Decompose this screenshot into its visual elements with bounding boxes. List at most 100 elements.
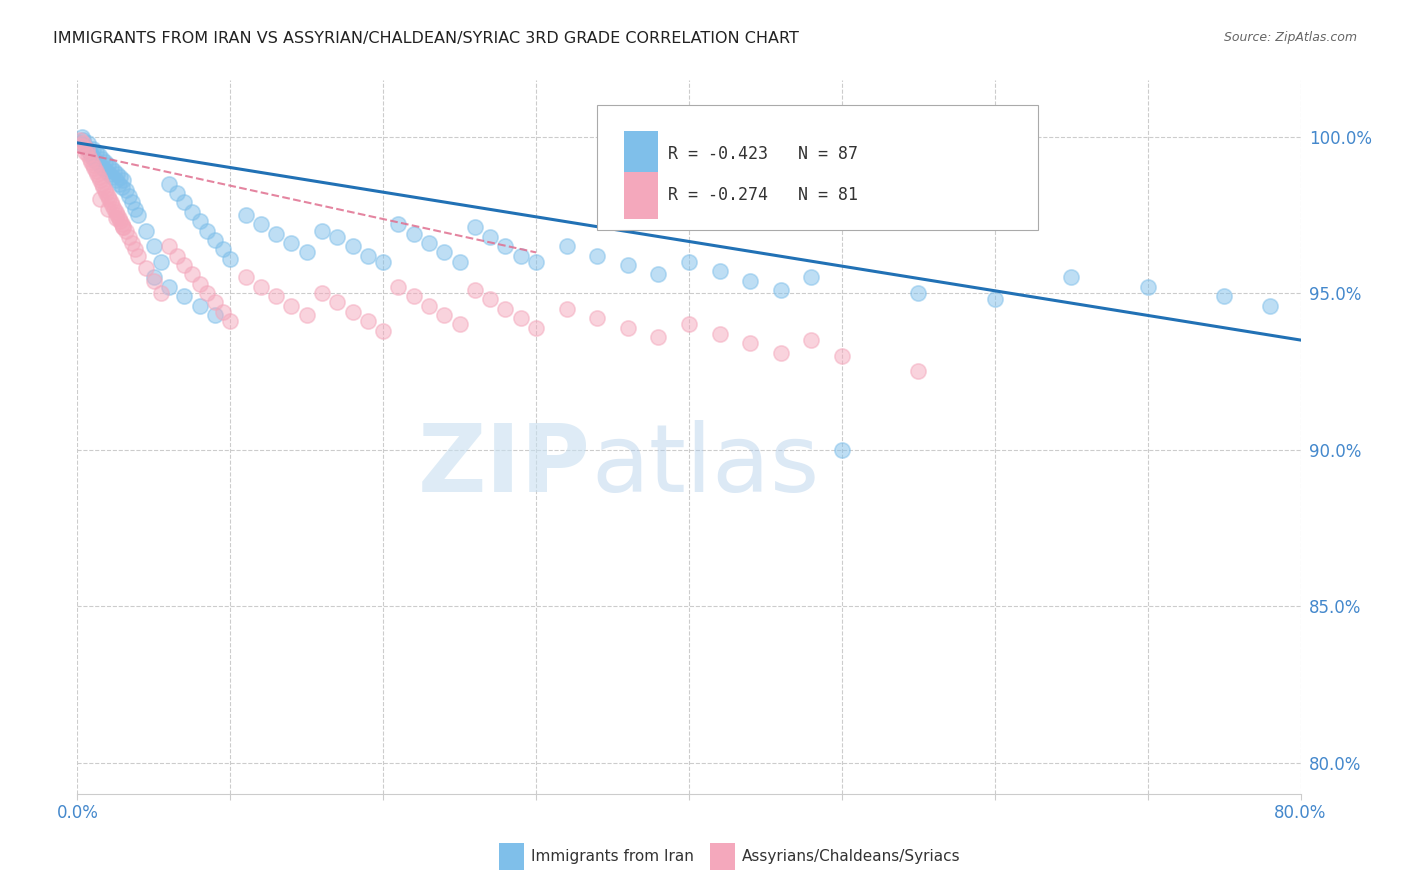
Point xyxy=(79,152,101,166)
Point xyxy=(173,195,195,210)
Point xyxy=(107,211,129,225)
Point xyxy=(195,223,218,237)
Point xyxy=(82,158,104,172)
Point xyxy=(211,305,233,319)
Point xyxy=(80,154,103,169)
Point xyxy=(128,208,150,222)
Text: IMMIGRANTS FROM IRAN VS ASSYRIAN/CHALDEAN/SYRIAC 3RD GRADE CORRELATION CHART: IMMIGRANTS FROM IRAN VS ASSYRIAN/CHALDEA… xyxy=(53,31,799,46)
Point xyxy=(83,161,105,175)
Point xyxy=(204,308,226,322)
Point xyxy=(103,202,125,216)
Point xyxy=(101,198,124,212)
Point xyxy=(86,167,108,181)
Text: R = -0.423   N = 87: R = -0.423 N = 87 xyxy=(668,145,858,163)
Point xyxy=(280,235,302,250)
Point xyxy=(166,248,188,262)
Point xyxy=(464,220,486,235)
Point xyxy=(264,227,287,241)
Point xyxy=(326,295,349,310)
Point xyxy=(108,170,131,185)
Point xyxy=(586,248,609,262)
Point xyxy=(181,268,204,282)
Bar xyxy=(624,131,658,178)
Point xyxy=(96,186,118,200)
Point xyxy=(219,252,242,266)
Point xyxy=(77,148,100,162)
Point xyxy=(70,139,93,153)
Point xyxy=(449,255,471,269)
Point xyxy=(69,136,91,150)
Point xyxy=(250,280,273,294)
Point xyxy=(211,242,233,256)
Point xyxy=(418,299,440,313)
Point xyxy=(77,136,100,150)
Point xyxy=(188,214,211,228)
Point xyxy=(72,136,94,150)
Point xyxy=(1258,299,1281,313)
Point xyxy=(204,295,226,310)
Point xyxy=(104,211,127,225)
Point xyxy=(555,239,578,253)
Point xyxy=(166,186,188,200)
Point xyxy=(90,177,112,191)
Point xyxy=(173,289,195,303)
Point xyxy=(907,364,929,378)
Point xyxy=(195,286,218,301)
Point xyxy=(97,202,120,216)
Point xyxy=(371,324,394,338)
Point xyxy=(586,311,609,326)
Point xyxy=(115,223,138,237)
Point xyxy=(121,195,143,210)
Point xyxy=(342,305,364,319)
Point xyxy=(740,274,762,288)
Point xyxy=(188,277,211,291)
Point xyxy=(449,318,471,332)
Point xyxy=(150,286,173,301)
Point xyxy=(387,217,409,231)
Point xyxy=(173,258,195,272)
Point xyxy=(387,280,409,294)
Point xyxy=(104,173,127,187)
Point xyxy=(142,239,165,253)
Point xyxy=(104,204,127,219)
Point xyxy=(105,208,128,222)
Point xyxy=(70,129,93,144)
Point xyxy=(495,239,517,253)
Point xyxy=(118,229,141,244)
Point xyxy=(769,345,792,359)
Point xyxy=(115,183,138,197)
Point xyxy=(617,258,640,272)
Text: R = -0.274   N = 81: R = -0.274 N = 81 xyxy=(668,186,858,204)
Text: ZIP: ZIP xyxy=(418,419,591,512)
Point xyxy=(142,274,165,288)
Point xyxy=(709,264,731,278)
Point xyxy=(111,179,134,194)
Point xyxy=(342,239,364,253)
Point xyxy=(96,164,118,178)
Point xyxy=(97,158,120,172)
Point xyxy=(150,255,173,269)
Point xyxy=(121,235,143,250)
Point xyxy=(433,245,456,260)
Point xyxy=(495,301,517,316)
Point xyxy=(433,308,456,322)
Point xyxy=(769,283,792,297)
Point xyxy=(357,248,380,262)
Point xyxy=(1136,280,1159,294)
Point xyxy=(100,195,122,210)
Point xyxy=(1213,289,1236,303)
Point xyxy=(100,161,122,175)
Point xyxy=(79,145,101,160)
Point xyxy=(647,330,669,344)
Point xyxy=(142,270,165,285)
Point xyxy=(740,336,762,351)
Point xyxy=(264,289,287,303)
Point xyxy=(89,192,111,206)
Point xyxy=(80,148,103,162)
Point xyxy=(188,299,211,313)
Point xyxy=(97,189,120,203)
Point xyxy=(800,333,823,347)
Point xyxy=(87,148,110,162)
Text: Immigrants from Iran: Immigrants from Iran xyxy=(531,849,695,863)
Point xyxy=(105,167,128,181)
